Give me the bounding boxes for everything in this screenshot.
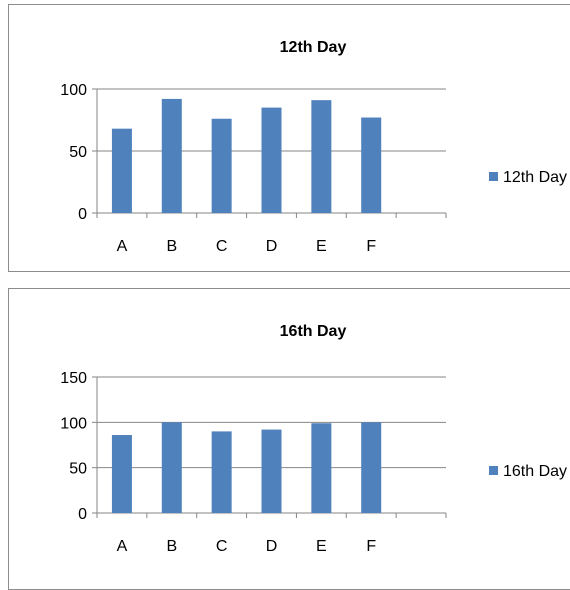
bar-d <box>261 429 282 513</box>
plot-area: 0 50 100 150 A B C D E F <box>60 370 447 555</box>
x-category-label: B <box>166 538 177 555</box>
x-category-label: E <box>316 238 327 255</box>
chart-title: 16th Day <box>280 323 347 340</box>
bar-e <box>311 100 332 213</box>
plot-area: 0 50 100 A B C D E F <box>60 82 447 255</box>
y-tick-label: 100 <box>60 415 87 432</box>
y-tick-label: 50 <box>69 461 87 478</box>
legend-swatch <box>489 466 498 475</box>
bar-b <box>161 98 182 213</box>
chart-16th-day-svg: 16th Day 0 50 100 150 A B C D E F 16th Day <box>60 323 567 555</box>
chart-16th-day: 16th Day 0 50 100 150 A B C D E F 16th Day <box>8 288 570 590</box>
legend-swatch <box>489 172 498 181</box>
x-category-label: D <box>266 238 278 255</box>
legend-label: 12th Day <box>503 169 567 186</box>
x-category-label: F <box>366 238 376 255</box>
bar-f <box>361 117 382 213</box>
chart-title: 12th Day <box>280 39 347 56</box>
y-tick-label: 100 <box>60 82 87 99</box>
y-tick-label: 0 <box>78 206 87 223</box>
x-category-label: E <box>316 538 327 555</box>
x-category-label: C <box>216 238 228 255</box>
y-tick-label: 50 <box>69 144 87 161</box>
x-category-label: C <box>216 538 228 555</box>
legend: 16th Day <box>489 463 567 480</box>
legend-label: 16th Day <box>503 463 567 480</box>
y-tick-label: 0 <box>78 506 87 523</box>
bar-e <box>311 423 332 513</box>
x-category-label: F <box>366 538 376 555</box>
bar-a <box>111 435 132 513</box>
bar-d <box>261 107 282 213</box>
x-category-label: A <box>117 238 128 255</box>
bar-b <box>161 422 182 513</box>
bar-a <box>111 128 132 213</box>
x-category-label: B <box>166 238 177 255</box>
chart-12th-day-svg: 12th Day 0 50 100 A B C D E F 12th Day <box>60 39 567 255</box>
y-tick-label: 150 <box>60 370 87 387</box>
chart-12th-day: 12th Day 0 50 100 A B C D E F 12th Day <box>8 4 570 272</box>
legend: 12th Day <box>489 169 567 186</box>
x-category-label: A <box>117 538 128 555</box>
x-category-label: D <box>266 538 278 555</box>
bar-f <box>361 422 382 513</box>
bar-c <box>211 118 232 213</box>
bar-c <box>211 431 232 513</box>
